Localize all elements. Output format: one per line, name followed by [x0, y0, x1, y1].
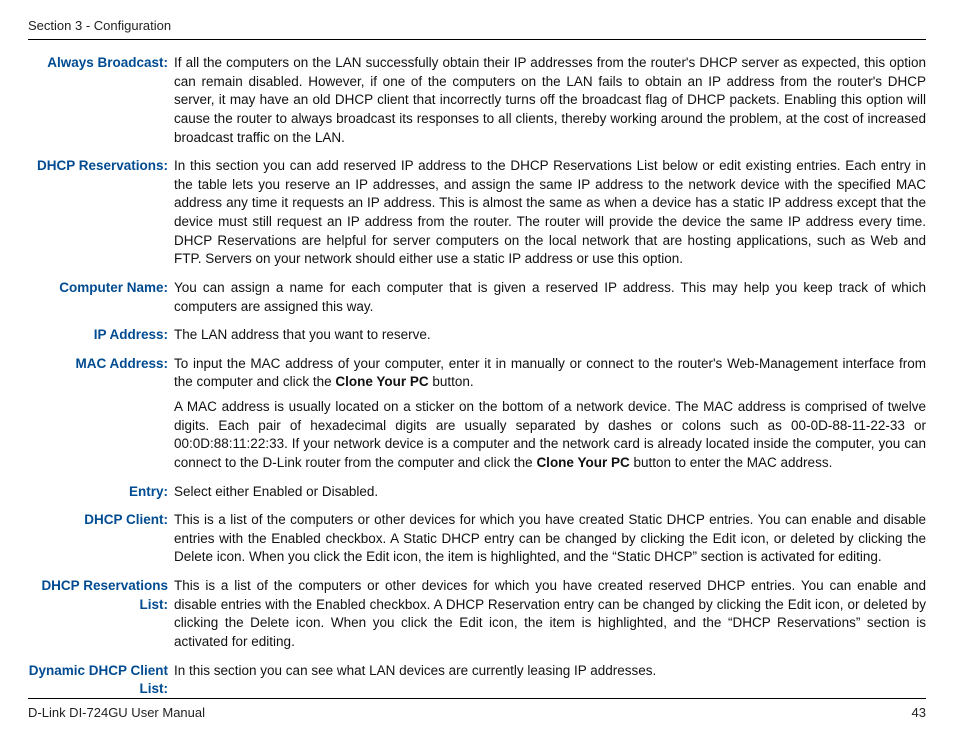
definition-label: DHCP Reservations List: — [28, 577, 174, 652]
definition-row: Entry:Select either Enabled or Disabled. — [28, 483, 926, 502]
definition-row: Always Broadcast:If all the computers on… — [28, 54, 926, 147]
footer-manual-name: D-Link DI-724GU User Manual — [28, 705, 205, 720]
footer-page-number: 43 — [912, 705, 926, 720]
definition-label: Entry: — [28, 483, 174, 502]
definition-row: MAC Address:To input the MAC address of … — [28, 355, 926, 473]
definition-description: The LAN address that you want to reserve… — [174, 326, 926, 345]
definition-description: This is a list of the computers or other… — [174, 511, 926, 567]
definition-label: MAC Address: — [28, 355, 174, 473]
definition-label: DHCP Reservations: — [28, 157, 174, 269]
definition-row: DHCP Client:This is a list of the comput… — [28, 511, 926, 567]
definition-row: Computer Name:You can assign a name for … — [28, 279, 926, 316]
definition-description: In this section you can see what LAN dev… — [174, 662, 926, 699]
definition-label: Computer Name: — [28, 279, 174, 316]
definition-row: DHCP Reservations:In this section you ca… — [28, 157, 926, 269]
definition-description: You can assign a name for each computer … — [174, 279, 926, 316]
definition-row: Dynamic DHCP Client List:In this section… — [28, 662, 926, 699]
definition-label: Dynamic DHCP Client List: — [28, 662, 174, 699]
definition-description: If all the computers on the LAN successf… — [174, 54, 926, 147]
page-footer: D-Link DI-724GU User Manual 43 — [28, 698, 926, 720]
definition-description: To input the MAC address of your compute… — [174, 355, 926, 473]
definitions-content: Always Broadcast:If all the computers on… — [28, 54, 926, 699]
definition-description: In this section you can add reserved IP … — [174, 157, 926, 269]
section-header: Section 3 - Configuration — [28, 18, 926, 40]
definition-label: DHCP Client: — [28, 511, 174, 567]
definition-label: IP Address: — [28, 326, 174, 345]
definition-description: This is a list of the computers or other… — [174, 577, 926, 652]
definition-label: Always Broadcast: — [28, 54, 174, 147]
definition-row: IP Address:The LAN address that you want… — [28, 326, 926, 345]
definition-description: Select either Enabled or Disabled. — [174, 483, 926, 502]
definition-row: DHCP Reservations List:This is a list of… — [28, 577, 926, 652]
